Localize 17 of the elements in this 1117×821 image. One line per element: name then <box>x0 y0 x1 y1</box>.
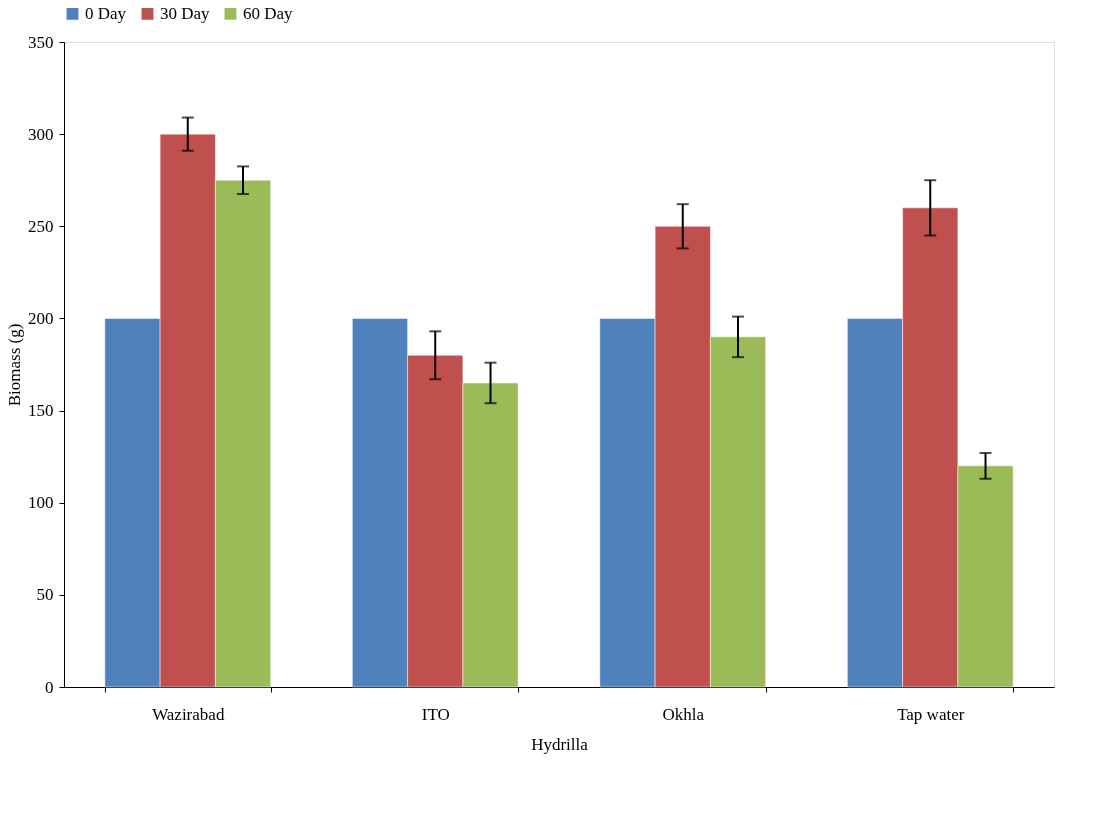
x-tick-label: Tap water <box>897 704 965 724</box>
x-tick-label: ITO <box>421 704 450 724</box>
y-tick-label: 300 <box>28 124 54 144</box>
legend-label: 30 Day <box>160 3 211 23</box>
x-tick-label: Okhla <box>662 704 705 724</box>
legend-label: 0 Day <box>85 3 127 23</box>
y-tick-label: 150 <box>28 401 54 421</box>
legend-label: 60 Day <box>243 3 294 23</box>
y-tick-label: 0 <box>45 677 54 697</box>
y-tick-label: 50 <box>36 585 54 605</box>
y-axis-title: Biomass (g) <box>5 323 24 407</box>
x-tick-label: Wazirabad <box>152 704 225 724</box>
y-tick-label: 250 <box>28 216 54 236</box>
y-tick-label: 100 <box>28 493 54 513</box>
y-tick-label: 350 <box>28 32 54 52</box>
y-tick-label: 200 <box>28 308 54 328</box>
x-axis-title: Hydrilla <box>531 734 589 754</box>
